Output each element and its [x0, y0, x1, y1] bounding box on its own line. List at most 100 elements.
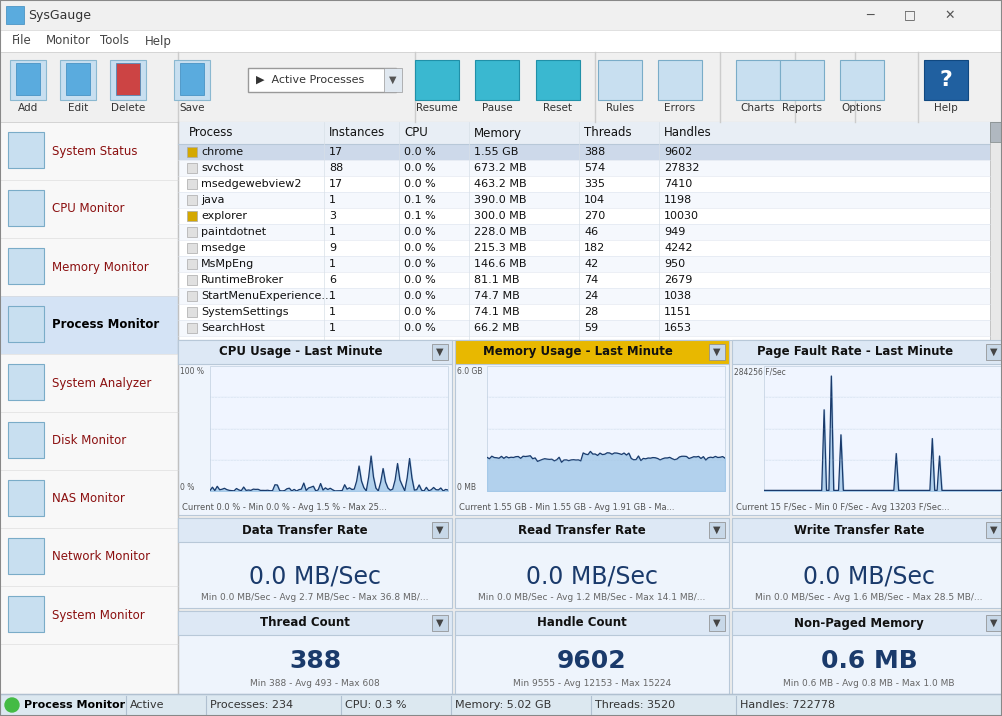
Text: 59: 59 [584, 323, 598, 333]
Text: 1: 1 [329, 195, 336, 205]
Text: 390.0 MB: 390.0 MB [474, 195, 526, 205]
Bar [178, 122, 1002, 340]
Text: 42: 42 [584, 259, 598, 269]
Bar [8, 132, 44, 168]
Text: 388: 388 [584, 147, 605, 157]
Text: 0.0 %: 0.0 % [404, 291, 436, 301]
Text: RuntimeBroker: RuntimeBroker [201, 275, 285, 285]
Bar [487, 366, 725, 491]
Text: 949: 949 [664, 227, 685, 237]
Bar [187, 147, 197, 157]
Text: Add: Add [18, 103, 38, 113]
Bar [187, 227, 197, 237]
Bar [986, 344, 1002, 360]
Bar [475, 60, 519, 100]
Bar [187, 275, 197, 285]
Bar [455, 518, 729, 608]
Text: Help: Help [934, 103, 958, 113]
Text: StartMenuExperience...: StartMenuExperience... [201, 291, 333, 301]
Text: Charts: Charts [740, 103, 776, 113]
Text: Current 15 F/Sec - Min 0 F/Sec - Avg 13203 F/Sec...: Current 15 F/Sec - Min 0 F/Sec - Avg 132… [736, 503, 950, 511]
Text: 24: 24 [584, 291, 598, 301]
Text: ▼: ▼ [713, 347, 720, 357]
Text: Reset: Reset [543, 103, 572, 113]
Text: Non-Paged Memory: Non-Paged Memory [795, 616, 924, 629]
Text: 0.1 %: 0.1 % [404, 211, 436, 221]
Bar [709, 615, 725, 631]
Text: 0.6 MB: 0.6 MB [821, 649, 918, 673]
Text: 9602: 9602 [557, 649, 627, 673]
Bar [8, 596, 44, 632]
Bar [0, 296, 178, 354]
Text: SystemSettings: SystemSettings [201, 307, 289, 317]
Bar [990, 122, 1002, 340]
Text: 335: 335 [584, 179, 605, 189]
Text: Handles: 722778: Handles: 722778 [740, 700, 835, 710]
Bar [924, 60, 968, 100]
Bar [658, 60, 702, 100]
Text: 1.55 GB: 1.55 GB [474, 147, 518, 157]
Text: 1: 1 [329, 291, 336, 301]
Text: 74.7 MB: 74.7 MB [474, 291, 520, 301]
Text: 17: 17 [329, 179, 343, 189]
Text: Current 1.55 GB - Min 1.55 GB - Avg 1.91 GB - Ma...: Current 1.55 GB - Min 1.55 GB - Avg 1.91… [459, 503, 674, 511]
Text: Memory Monitor: Memory Monitor [52, 261, 148, 274]
Text: java: java [201, 195, 224, 205]
Text: SysGauge: SysGauge [28, 9, 91, 21]
Bar [732, 611, 1002, 694]
Bar [178, 160, 990, 176]
Bar [455, 340, 729, 515]
Text: Memory: Memory [474, 127, 522, 140]
Text: Threads: Threads [584, 127, 631, 140]
Bar [8, 422, 44, 458]
Bar [178, 518, 452, 608]
Text: Monitor: Monitor [46, 34, 91, 47]
Text: 0.0 MB/Sec: 0.0 MB/Sec [249, 564, 381, 588]
Bar [178, 320, 990, 336]
Bar [709, 522, 725, 538]
Text: 17: 17 [329, 147, 343, 157]
Bar [732, 518, 1002, 542]
Text: 0.0 MB/Sec: 0.0 MB/Sec [803, 564, 935, 588]
Bar [764, 366, 1002, 491]
Text: Process: Process [189, 127, 233, 140]
Text: ▼: ▼ [990, 618, 998, 628]
Text: Errors: Errors [664, 103, 695, 113]
Text: 74: 74 [584, 275, 598, 285]
Text: 0.0 %: 0.0 % [404, 243, 436, 253]
Text: 228.0 MB: 228.0 MB [474, 227, 527, 237]
Bar [8, 190, 44, 226]
Bar [432, 615, 448, 631]
Bar [415, 60, 459, 100]
Text: Memory: 5.02 GB: Memory: 5.02 GB [455, 700, 551, 710]
Bar [986, 615, 1002, 631]
Bar [178, 611, 452, 635]
Text: 9602: 9602 [664, 147, 692, 157]
Text: System Analyzer: System Analyzer [52, 377, 151, 390]
Text: 81.1 MB: 81.1 MB [474, 275, 519, 285]
Text: Edit: Edit [68, 103, 88, 113]
Text: Resume: Resume [416, 103, 458, 113]
Text: 3: 3 [329, 211, 336, 221]
Text: explorer: explorer [201, 211, 247, 221]
Bar [0, 122, 178, 694]
Text: 1: 1 [329, 259, 336, 269]
Text: ▼: ▼ [990, 525, 998, 535]
Text: CPU: CPU [404, 127, 428, 140]
Text: 270: 270 [584, 211, 605, 221]
Text: 74.1 MB: 74.1 MB [474, 307, 520, 317]
Bar [780, 60, 824, 100]
Text: Min 388 - Avg 493 - Max 608: Min 388 - Avg 493 - Max 608 [250, 679, 380, 687]
Bar [60, 60, 96, 100]
Text: 574: 574 [584, 163, 605, 173]
Bar [732, 340, 1002, 364]
Bar [432, 344, 448, 360]
Bar [210, 366, 448, 491]
Text: 27832: 27832 [664, 163, 699, 173]
Bar [187, 307, 197, 317]
Bar [990, 122, 1002, 142]
Text: 9: 9 [329, 243, 336, 253]
Text: msedgewebview2: msedgewebview2 [201, 179, 302, 189]
Bar [736, 60, 780, 100]
Text: Page Fault Rate - Last Minute: Page Fault Rate - Last Minute [757, 346, 953, 359]
